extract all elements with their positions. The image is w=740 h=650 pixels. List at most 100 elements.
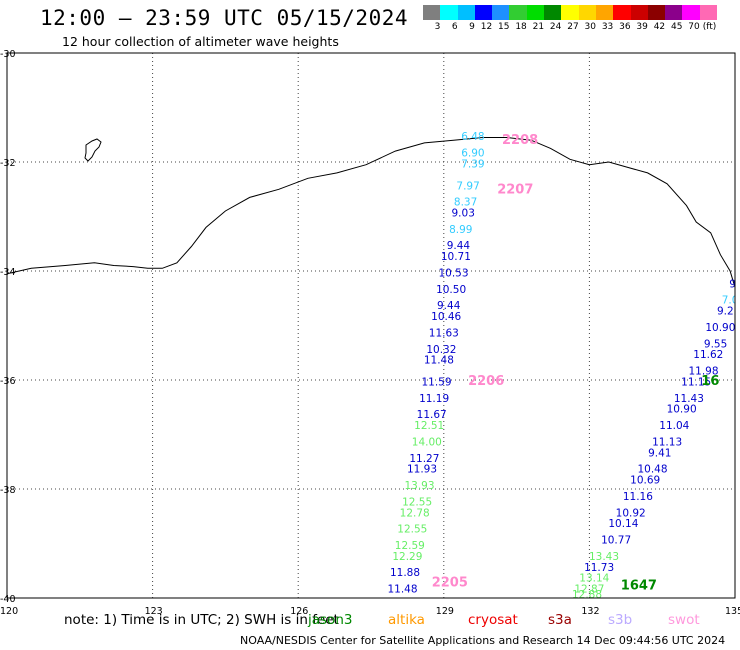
- color-scale-label: 45: [671, 22, 683, 32]
- color-swatch: [647, 5, 666, 20]
- color-swatch: [492, 5, 510, 20]
- color-swatch: [509, 5, 527, 20]
- wave-height-label: 13.43: [589, 551, 619, 563]
- longitude-tick-label: 126: [290, 606, 308, 617]
- pass-number-label: 2208: [502, 133, 538, 148]
- color-swatch: [561, 5, 579, 20]
- legend-item-cryosat: cryosat: [468, 612, 518, 628]
- legend-item-s3a: s3a: [548, 612, 572, 628]
- longitude-tick-label: 132: [581, 606, 599, 617]
- wave-height-label: 11.04: [659, 420, 689, 432]
- wave-height-label: 13.14: [579, 573, 609, 585]
- credit-line: NOAA/NESDIS Center for Satellite Applica…: [240, 634, 726, 647]
- color-swatch: [682, 5, 700, 20]
- color-scale-label: 3: [434, 22, 441, 32]
- color-swatch: [717, 5, 735, 20]
- wave-height-label: 11.48: [387, 584, 417, 596]
- wave-height-label: 10.90: [667, 404, 697, 416]
- latitude-tick-label: -40: [0, 594, 16, 605]
- pass-number-label: 16: [701, 374, 719, 389]
- map-title: 12:00 – 23:59 UTC 05/15/2024: [40, 6, 409, 30]
- color-scale-label: 33: [601, 22, 614, 32]
- wave-height-label: 11.93: [407, 464, 437, 476]
- latitude-tick-label: -38: [0, 485, 16, 496]
- wave-height-label: 11.27: [409, 453, 439, 465]
- wave-height-label: 9.2: [717, 306, 734, 318]
- wave-height-label: 12.51: [414, 420, 444, 432]
- wave-height-label: 12.87: [574, 584, 604, 596]
- wave-height-label: 11.67: [417, 409, 447, 421]
- color-swatch: [699, 5, 718, 20]
- wave-height-label: 6.48: [461, 131, 484, 143]
- longitude-tick-label: 120: [0, 606, 18, 617]
- island-outline: [84, 138, 102, 162]
- color-swatch: [440, 5, 458, 20]
- legend-item-s3b: s3b: [608, 612, 633, 628]
- color-scale-label: 42: [653, 22, 666, 32]
- latitude-tick-label: -34: [0, 267, 16, 278]
- color-scale-label: 36: [619, 22, 631, 32]
- wave-height-label: 11.48: [424, 355, 454, 367]
- longitude-tick-label: 123: [145, 606, 163, 617]
- pass-number-label: 1647: [621, 578, 657, 593]
- longitude-tick-label: 129: [436, 606, 454, 617]
- wave-height-label: 9.44: [437, 300, 461, 312]
- wave-height-label: 8.99: [449, 224, 472, 236]
- wave-height-label: 7.39: [461, 159, 484, 171]
- color-swatch: [613, 5, 631, 20]
- wave-height-label: 11.63: [429, 327, 459, 339]
- latitude-tick-label: -30: [0, 49, 16, 60]
- footer-note: note: 1) Time is in UTC; 2) SWH is in fe…: [64, 612, 339, 628]
- wave-height-label: 9.41: [648, 447, 671, 459]
- color-swatch: [630, 5, 648, 20]
- wave-height-label: 12.60: [385, 600, 415, 612]
- longitude-tick-label: 135: [725, 606, 740, 617]
- wave-height-label: 12.55: [402, 496, 432, 508]
- color-scale-label: 21: [532, 22, 545, 32]
- color-scale-label: 15: [498, 22, 510, 32]
- wave-height-label: 11.15: [681, 377, 711, 389]
- color-scale-label: 24: [549, 22, 562, 32]
- wave-height-label: 10.32: [426, 344, 456, 356]
- wave-height-label: 12.88: [572, 589, 602, 601]
- wave-height-label: 10.14: [608, 518, 638, 530]
- pass-number-label: 2207: [497, 182, 533, 197]
- pass-number-label: 2206: [468, 374, 504, 389]
- wave-height-label: 12.59: [395, 540, 425, 552]
- track-layer: 6.486.907.3922087.978.379.038.999.4410.7…: [385, 131, 739, 612]
- latitude-tick-label: -36: [0, 376, 16, 387]
- map-frame: [6, 52, 736, 599]
- map-subtitle: 12 hour collection of altimeter wave hei…: [62, 34, 339, 49]
- wave-height-label: 10.90: [705, 322, 735, 334]
- color-scale-label: 39: [636, 22, 648, 32]
- wave-height-label: 12.55: [397, 524, 427, 536]
- wave-height-label: 10.77: [601, 535, 631, 547]
- wave-height-label: 11.59: [421, 377, 451, 389]
- color-scale-bar: [423, 5, 735, 20]
- color-swatch: [423, 5, 441, 20]
- legend-item-swot: swot: [668, 612, 700, 628]
- color-swatch: [665, 5, 683, 20]
- color-scale-label: 6: [451, 22, 458, 32]
- color-scale-label: 9: [469, 22, 475, 32]
- wave-height-label: 10.53: [438, 268, 468, 280]
- color-swatch: [544, 5, 562, 20]
- wave-height-label: 12.78: [400, 507, 430, 519]
- wave-height-label: 10.71: [441, 251, 471, 263]
- wave-height-label: 9: [729, 278, 736, 290]
- wave-height-label: 7.97: [456, 180, 479, 192]
- wave-height-label: 11.88: [390, 567, 420, 579]
- wave-height-label: 11.73: [584, 562, 614, 574]
- wave-height-label: 11.43: [674, 393, 704, 405]
- wave-height-label: 11.98: [688, 366, 718, 378]
- wave-height-label: 10.46: [431, 311, 461, 323]
- color-scale-label: 12: [480, 22, 493, 32]
- color-scale-label: 30: [584, 22, 596, 32]
- wave-height-label: 9.55: [704, 338, 727, 350]
- wave-height-label: 9.44: [447, 240, 471, 252]
- wave-height-label: 7.0: [722, 295, 739, 307]
- color-scale-label: 18: [515, 22, 527, 32]
- wave-height-label: 9.03: [452, 208, 475, 220]
- color-scale-label: (ft): [702, 22, 717, 32]
- wave-height-label: 10.48: [637, 464, 667, 476]
